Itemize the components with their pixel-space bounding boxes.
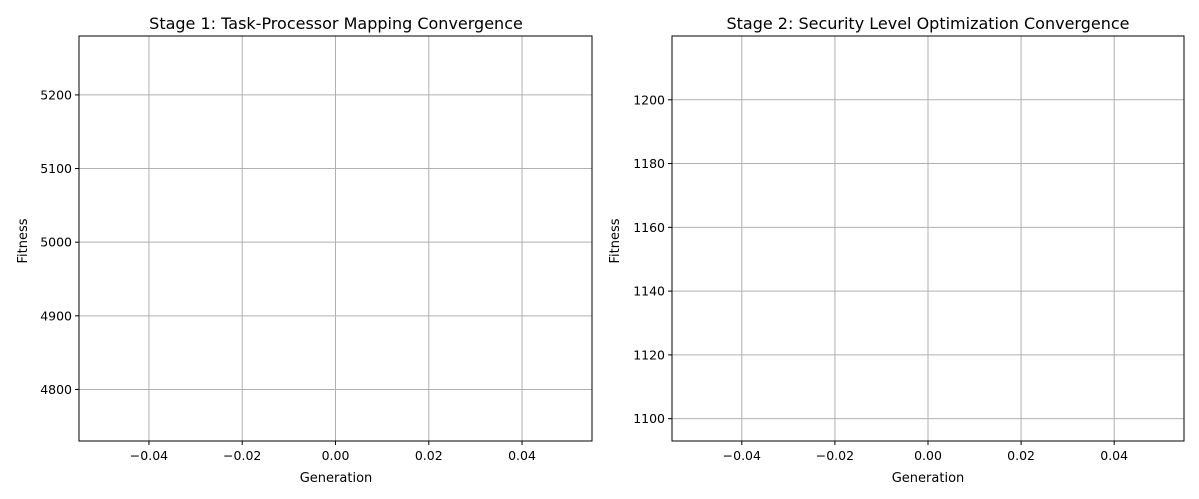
y-tick-label: 1200 [633, 92, 665, 107]
x-tick-label: −0.04 [130, 448, 168, 463]
y-tick-label: 1140 [633, 284, 665, 299]
y-axis-label: Fitness [16, 218, 31, 263]
x-tick-label: 0.02 [1007, 448, 1035, 463]
y-tick-label: 1100 [633, 411, 665, 426]
x-tick-label: 0.00 [322, 448, 350, 463]
x-tick-label: −0.04 [723, 448, 761, 463]
y-tick-label: 1180 [633, 156, 665, 171]
x-axis-label: Generation [300, 471, 373, 486]
y-tick-label: 4900 [40, 308, 72, 323]
subplot-stage-2: Stage 2: Security Level Optimization Con… [608, 14, 1185, 486]
y-tick-label: 4800 [40, 382, 72, 397]
y-tick-label: 5000 [40, 235, 72, 250]
subplot-stage-1: Stage 1: Task-Processor Mapping Converge… [16, 14, 593, 486]
grid-lines [672, 36, 1184, 441]
x-axis-label: Generation [892, 471, 965, 486]
chart-title: Stage 1: Task-Processor Mapping Converge… [149, 14, 523, 33]
y-tick-label: 1120 [633, 347, 665, 362]
x-tick-label: −0.02 [816, 448, 854, 463]
x-tick-label: 0.02 [415, 448, 443, 463]
y-axis-label: Fitness [608, 218, 623, 263]
x-tick-label: 0.04 [1100, 448, 1128, 463]
y-tick-label: 1160 [633, 220, 665, 235]
x-tick-label: 0.04 [508, 448, 536, 463]
y-tick-label: 5200 [40, 87, 72, 102]
x-tick-label: 0.00 [914, 448, 942, 463]
chart-title: Stage 2: Security Level Optimization Con… [726, 14, 1129, 33]
grid-lines [79, 36, 592, 441]
x-tick-label: −0.02 [223, 448, 261, 463]
y-tick-label: 5100 [40, 161, 72, 176]
